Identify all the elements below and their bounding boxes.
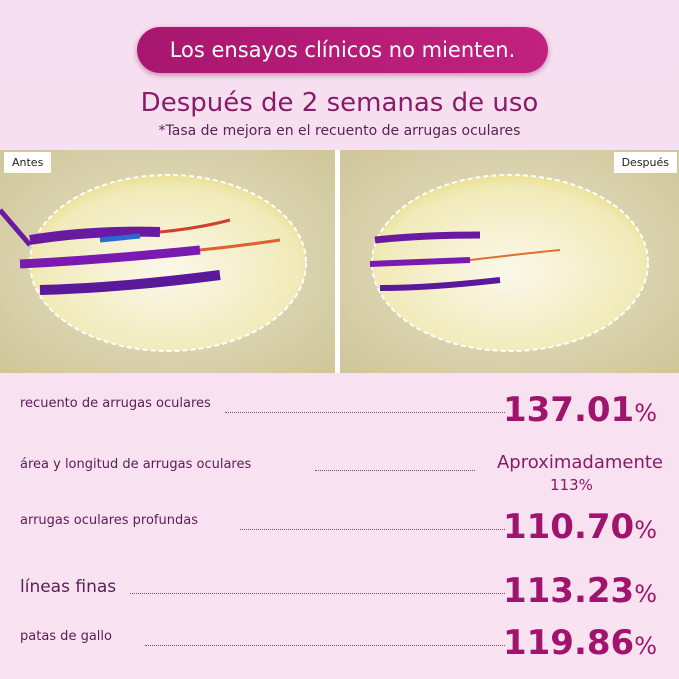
value-number: 119.86 [502, 623, 635, 663]
value-number: 113.23 [502, 571, 635, 611]
leader [145, 645, 505, 646]
value-number: 137.01 [502, 390, 635, 430]
row-label: arrugas oculares profundas [20, 513, 198, 528]
value: 110.70% [503, 507, 657, 547]
leader [130, 593, 505, 594]
comparison-images [0, 150, 679, 373]
leader [225, 412, 505, 413]
value-unit: % [634, 580, 657, 608]
value-unit: % [634, 516, 657, 544]
banner: Los ensayos clínicos no mienten. [137, 27, 548, 73]
row-label: recuento de arrugas oculares [20, 396, 211, 411]
after-label: Después [613, 152, 677, 173]
value: 113.23% [503, 571, 657, 611]
title: Después de 2 semanas de uso [140, 88, 539, 118]
value-unit: % [634, 399, 657, 427]
leader [315, 470, 475, 471]
row-label: patas de gallo [20, 629, 112, 644]
row-label: líneas finas [20, 577, 117, 597]
row-label: área y longitud de arrugas oculares [20, 457, 252, 472]
subtitle: *Tasa de mejora en el recuento de arruga… [158, 123, 521, 139]
value-number: 110.70 [502, 507, 635, 547]
value: 137.01% [503, 390, 657, 430]
before-label: Antes [4, 152, 52, 173]
value-text: Aproximadamente [496, 452, 663, 473]
leader [240, 529, 505, 530]
value-unit: % [634, 632, 657, 660]
value: 119.86% [503, 623, 657, 663]
value-note: 113% [550, 476, 593, 494]
